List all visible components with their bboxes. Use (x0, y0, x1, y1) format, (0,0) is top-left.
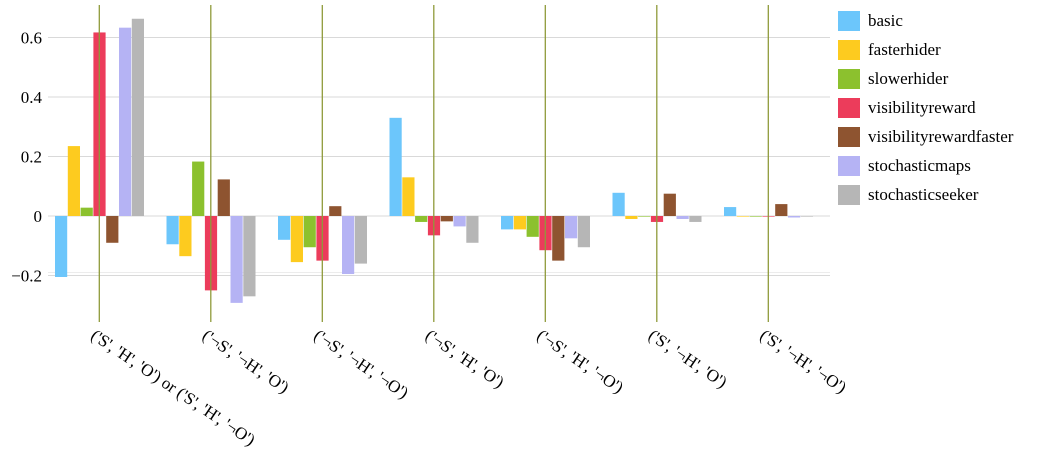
legend: basic fasterhider slowerhider visibilityrew… (838, 6, 1013, 209)
bar-visibilityrewardfaster-4 (552, 216, 565, 261)
bar-slowerhider-3 (415, 216, 428, 222)
bar-visibilityrewardfaster-3 (440, 216, 453, 222)
category-separators (98, 5, 769, 322)
legend-swatch (838, 184, 860, 205)
legend-item-fasterhider: fasterhider (838, 35, 1013, 64)
bar-stochasticseeker-1 (243, 216, 256, 297)
x-axis: ('S', 'H', 'O') or ('S', 'H', '¬O')('¬S'… (88, 326, 850, 450)
legend-label: slowerhider (868, 68, 949, 88)
bar-stochasticmaps-4 (565, 216, 578, 239)
bar-visibilityrewardfaster-2 (329, 206, 342, 216)
bar-fasterhider-2 (290, 216, 303, 263)
x-category-label: ('S', '¬H', '¬O') (757, 326, 850, 398)
bar-stochasticmaps-3 (453, 216, 466, 227)
legend-item-stochasticmaps: stochasticmaps (838, 151, 1013, 180)
bar-stochasticmaps-6 (788, 216, 801, 218)
bar-slowerhider-5 (638, 216, 651, 217)
legend-label: stochasticseeker (868, 184, 979, 204)
legend-label: visibilityrewardfaster (868, 126, 1014, 146)
bar-fasterhider-6 (736, 216, 749, 217)
legend-label: visibilityreward (868, 97, 976, 117)
x-category-label: ('¬S', 'H', 'O') (422, 326, 507, 392)
legend-swatch (838, 68, 860, 89)
x-category-label: ('¬S', 'H', '¬O') (534, 326, 627, 398)
bar-fasterhider-0 (67, 146, 80, 216)
y-tick-label: 0 (34, 207, 43, 226)
bar-stochasticmaps-0 (119, 27, 132, 217)
bar-basic-6 (724, 207, 737, 216)
y-tick-label: 0.6 (21, 29, 42, 48)
bar-stochasticseeker-4 (577, 216, 590, 248)
bar-slowerhider-1 (192, 161, 205, 216)
bar-stochasticseeker-0 (131, 18, 144, 216)
legend-item-slowerhider: slowerhider (838, 64, 1013, 93)
bar-fasterhider-3 (402, 177, 415, 216)
legend-item-visibilityreward: visibilityreward (838, 93, 1013, 122)
bar-basic-0 (55, 216, 68, 277)
bars (55, 18, 813, 303)
legend-item-basic: basic (838, 6, 1013, 35)
bar-stochasticmaps-2 (342, 216, 355, 275)
x-category-label: ('¬S', '¬H', '¬O') (311, 326, 412, 403)
bar-stochasticmaps-1 (230, 216, 243, 303)
bar-stochasticseeker-6 (800, 216, 813, 217)
x-category-label: ('¬S', '¬H', 'O') (199, 326, 292, 398)
bar-slowerhider-4 (526, 216, 539, 237)
bar-fasterhider-5 (625, 216, 638, 219)
legend-label: stochasticmaps (868, 155, 971, 175)
bar-fasterhider-4 (513, 216, 526, 230)
legend-swatch (838, 97, 860, 118)
bar-stochasticmaps-5 (676, 216, 689, 219)
bar-basic-4 (501, 216, 514, 230)
legend-swatch (838, 155, 860, 176)
legend-item-visibilityrewardfaster: visibilityrewardfaster (838, 122, 1013, 151)
y-tick-label: 0.2 (21, 148, 42, 167)
bar-basic-3 (389, 117, 402, 216)
bar-basic-2 (278, 216, 291, 240)
legend-label: fasterhider (868, 39, 941, 59)
bar-slowerhider-2 (303, 216, 316, 248)
bar-basic-5 (612, 192, 625, 216)
y-axis: 0.6 0.4 0.2 0 −0.2 (11, 29, 42, 286)
grid-lines (48, 37, 830, 276)
y-tick-label: 0.4 (21, 88, 43, 107)
bar-stochasticseeker-2 (354, 216, 367, 264)
x-category-label: ('S', '¬H', 'O') (645, 326, 730, 392)
bar-slowerhider-6 (749, 216, 762, 217)
bar-stochasticseeker-5 (689, 216, 702, 222)
legend-item-stochasticseeker: stochasticseeker (838, 180, 1013, 209)
bar-visibilityrewardfaster-1 (217, 179, 230, 216)
legend-swatch (838, 10, 860, 31)
bar-basic-1 (166, 216, 179, 245)
legend-swatch (838, 39, 860, 60)
bar-visibilityrewardfaster-6 (775, 204, 788, 216)
bar-slowerhider-0 (80, 207, 93, 216)
y-tick-label: −0.2 (11, 267, 42, 286)
legend-swatch (838, 126, 860, 147)
bar-fasterhider-1 (179, 216, 192, 257)
bar-visibilityrewardfaster-0 (106, 216, 119, 243)
bar-visibilityrewardfaster-5 (663, 193, 676, 216)
bar-stochasticseeker-3 (466, 216, 479, 243)
legend-label: basic (868, 10, 903, 30)
